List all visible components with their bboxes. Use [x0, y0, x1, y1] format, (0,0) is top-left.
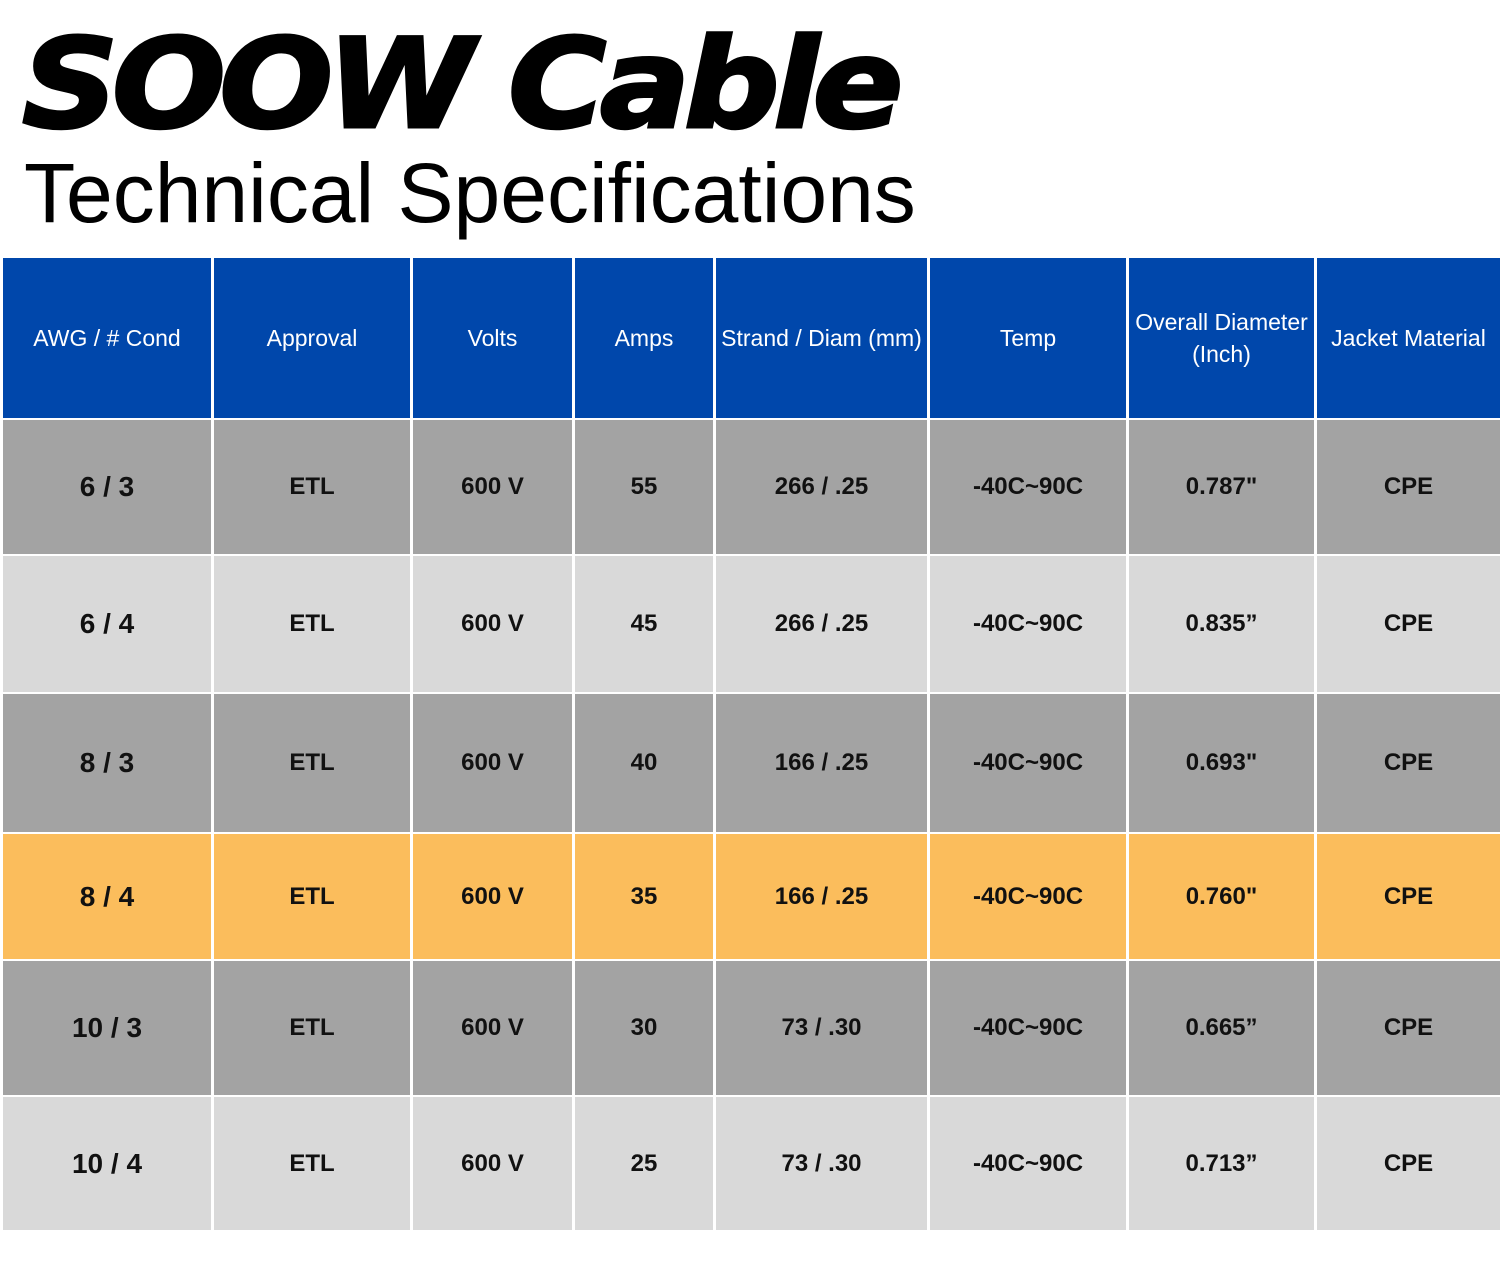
column-header: Strand / Diam (mm) [716, 258, 927, 418]
table-cell: 600 V [413, 961, 572, 1095]
table-cell: 35 [575, 834, 713, 959]
table-cell: ETL [214, 556, 410, 692]
table-cell: CPE [1317, 420, 1500, 554]
table-cell: 600 V [413, 420, 572, 554]
table-cell: -40C~90C [930, 961, 1126, 1095]
table-cell: 6 / 3 [3, 420, 211, 554]
table-cell: 600 V [413, 556, 572, 692]
table-cell: CPE [1317, 556, 1500, 692]
table-cell: 45 [575, 556, 713, 692]
table-cell: 166 / .25 [716, 834, 927, 959]
table-cell: 73 / .30 [716, 961, 927, 1095]
table-cell: 10 / 3 [3, 961, 211, 1095]
table-cell: 8 / 4 [3, 834, 211, 959]
table-cell: 0.835” [1129, 556, 1314, 692]
table-cell: ETL [214, 1097, 410, 1230]
column-header: Temp [930, 258, 1126, 418]
table-cell: 10 / 4 [3, 1097, 211, 1230]
table-cell: 600 V [413, 694, 572, 832]
table-row: 10 / 3 ETL 600 V 30 73 / .30 -40C~90C 0.665” CP… [3, 961, 1500, 1095]
table-row: 10 / 4 ETL 600 V 25 73 / .30 -40C~90C 0.713” CP… [3, 1097, 1500, 1230]
table-cell: 166 / .25 [716, 694, 927, 832]
table-cell: 25 [575, 1097, 713, 1230]
table-cell: 73 / .30 [716, 1097, 927, 1230]
table-cell: CPE [1317, 1097, 1500, 1230]
table-cell: -40C~90C [930, 1097, 1126, 1230]
table-header-row: AWG / # Cond Approval Volts Amps Strand / Di… [3, 258, 1500, 418]
table-cell: 6 / 4 [3, 556, 211, 692]
page-subtitle: Technical Specifications [24, 146, 916, 240]
column-header: Overall Diameter (Inch) [1129, 258, 1314, 418]
table-cell: 8 / 3 [3, 694, 211, 832]
column-header: Volts [413, 258, 572, 418]
table-cell: 600 V [413, 834, 572, 959]
spec-table: AWG / # Cond Approval Volts Amps Strand / Di… [0, 256, 1500, 1232]
table-cell: -40C~90C [930, 694, 1126, 832]
table-cell: 30 [575, 961, 713, 1095]
table-cell: 266 / .25 [716, 420, 927, 554]
table-cell: 600 V [413, 1097, 572, 1230]
table-cell: 55 [575, 420, 713, 554]
table-cell: ETL [214, 420, 410, 554]
table-cell: 0.787" [1129, 420, 1314, 554]
table-row: 6 / 3 ETL 600 V 55 266 / .25 -40C~90C 0.787" CP… [3, 420, 1500, 554]
table-cell: 0.713” [1129, 1097, 1314, 1230]
table-cell: 266 / .25 [716, 556, 927, 692]
table-row: 8 / 3 ETL 600 V 40 166 / .25 -40C~90C 0.693" CP… [3, 694, 1500, 832]
table-cell: ETL [214, 694, 410, 832]
column-header: Amps [575, 258, 713, 418]
table-cell: 40 [575, 694, 713, 832]
table-cell: -40C~90C [930, 556, 1126, 692]
column-header: Jacket Material [1317, 258, 1500, 418]
table-cell: 0.693" [1129, 694, 1314, 832]
page-title: SOOW Cable [20, 13, 905, 157]
table-row: 6 / 4 ETL 600 V 45 266 / .25 -40C~90C 0.835” CP… [3, 556, 1500, 692]
table-cell: ETL [214, 961, 410, 1095]
table-cell: 0.665” [1129, 961, 1314, 1095]
table-row: 8 / 4 ETL 600 V 35 166 / .25 -40C~90C 0.760" CP… [3, 834, 1500, 959]
table-cell: -40C~90C [930, 834, 1126, 959]
table-cell: CPE [1317, 694, 1500, 832]
table-cell: CPE [1317, 834, 1500, 959]
table-body: 6 / 3 ETL 600 V 55 266 / .25 -40C~90C 0.787" CP… [3, 420, 1500, 1230]
table-cell: 0.760" [1129, 834, 1314, 959]
table-cell: CPE [1317, 961, 1500, 1095]
column-header: Approval [214, 258, 410, 418]
table-cell: -40C~90C [930, 420, 1126, 554]
column-header: AWG / # Cond [3, 258, 211, 418]
table-cell: ETL [214, 834, 410, 959]
